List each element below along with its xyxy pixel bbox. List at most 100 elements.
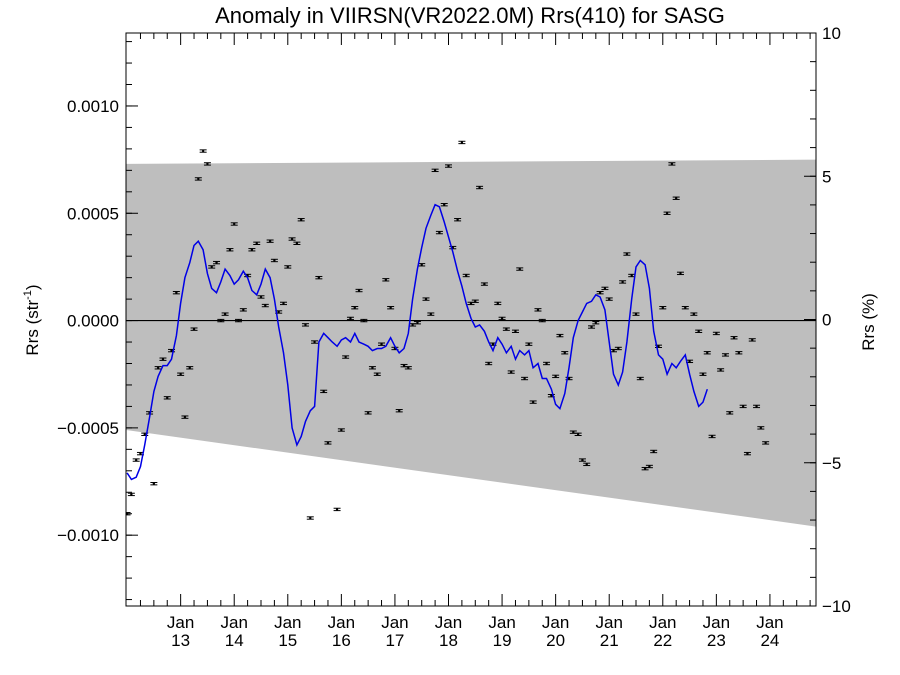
data-point xyxy=(387,306,395,310)
point-marker xyxy=(621,280,624,284)
data-point xyxy=(127,492,135,497)
point-marker xyxy=(259,295,263,299)
data-point xyxy=(552,374,560,379)
point-marker xyxy=(402,364,406,367)
point-marker xyxy=(701,373,705,376)
y-tick-label-left: 0.0010 xyxy=(67,97,119,116)
point-marker xyxy=(478,186,481,189)
data-point xyxy=(159,357,167,361)
data-point xyxy=(199,149,207,153)
data-point xyxy=(261,303,269,308)
point-marker xyxy=(724,353,727,357)
point-marker xyxy=(424,297,428,301)
point-marker xyxy=(299,218,303,221)
data-point xyxy=(337,428,345,432)
point-marker xyxy=(228,248,232,251)
point-marker xyxy=(161,358,165,361)
data-point xyxy=(695,329,703,333)
y-tick-label-left: −0.0010 xyxy=(57,526,119,545)
point-marker xyxy=(590,325,593,329)
point-marker xyxy=(496,302,499,305)
point-marker xyxy=(335,508,339,511)
data-point xyxy=(502,327,510,331)
data-point xyxy=(578,458,586,462)
point-marker xyxy=(313,340,316,344)
data-point xyxy=(498,316,506,321)
data-point xyxy=(315,275,323,280)
x-tick-label-year: 13 xyxy=(171,631,190,650)
data-point xyxy=(190,327,198,331)
data-point xyxy=(395,409,403,413)
data-point xyxy=(753,404,761,409)
data-point xyxy=(150,481,158,486)
point-marker xyxy=(206,162,209,166)
data-point xyxy=(596,290,604,295)
point-marker xyxy=(250,248,254,251)
point-marker xyxy=(282,302,285,305)
point-marker xyxy=(483,282,486,286)
data-point xyxy=(757,426,765,430)
point-marker xyxy=(679,272,682,275)
point-marker xyxy=(433,169,437,172)
point-marker xyxy=(429,312,433,316)
point-marker xyxy=(567,377,571,380)
data-point xyxy=(418,263,426,267)
point-marker xyxy=(344,355,347,359)
point-marker xyxy=(290,237,294,241)
point-marker xyxy=(710,435,714,438)
x-tick-label-year: 14 xyxy=(225,631,244,650)
data-point xyxy=(132,458,140,462)
data-point xyxy=(324,441,332,445)
point-marker xyxy=(719,368,722,372)
data-point xyxy=(690,312,698,316)
x-tick-label-year: 21 xyxy=(600,631,619,650)
x-tick-label-year: 17 xyxy=(385,631,404,650)
data-point xyxy=(270,258,278,263)
point-marker xyxy=(527,342,531,346)
point-marker xyxy=(550,394,553,397)
point-marker xyxy=(652,450,655,453)
point-marker xyxy=(179,373,182,376)
plot-area xyxy=(126,140,816,527)
data-point xyxy=(427,312,435,316)
data-point xyxy=(213,260,221,265)
y-tick-label-left: 0.0000 xyxy=(67,312,119,331)
point-marker xyxy=(674,197,678,200)
x-tick-label-month: Jan xyxy=(703,613,730,632)
point-marker xyxy=(192,327,196,331)
data-point xyxy=(435,230,443,235)
point-marker xyxy=(759,426,763,430)
data-point xyxy=(346,316,354,321)
data-point xyxy=(668,162,676,166)
point-marker xyxy=(456,218,459,221)
x-tick-label-year: 18 xyxy=(439,631,458,650)
data-point xyxy=(404,366,412,370)
data-point xyxy=(378,342,386,346)
point-marker xyxy=(755,405,758,408)
point-marker xyxy=(697,330,700,333)
point-marker xyxy=(362,319,366,322)
data-point xyxy=(186,366,194,370)
data-point xyxy=(342,355,350,359)
data-point xyxy=(266,239,274,243)
point-marker xyxy=(474,300,477,303)
y-tick-label-right: −5 xyxy=(822,454,841,473)
data-point xyxy=(676,271,684,276)
data-point xyxy=(507,370,515,374)
data-point xyxy=(672,196,680,200)
x-tick-label-month: Jan xyxy=(649,613,676,632)
point-marker xyxy=(563,351,566,354)
point-marker xyxy=(509,370,513,374)
point-marker xyxy=(469,302,473,305)
point-marker xyxy=(340,428,343,432)
point-marker xyxy=(491,342,495,346)
data-point xyxy=(583,462,591,467)
point-marker xyxy=(223,312,227,316)
data-point xyxy=(454,218,462,222)
y-tick-label-right: −10 xyxy=(822,597,851,616)
data-point xyxy=(230,222,238,226)
data-point xyxy=(382,278,390,282)
data-point xyxy=(239,308,247,312)
y-axis-label-left-sup: -1 xyxy=(22,290,34,300)
point-marker xyxy=(242,308,245,312)
